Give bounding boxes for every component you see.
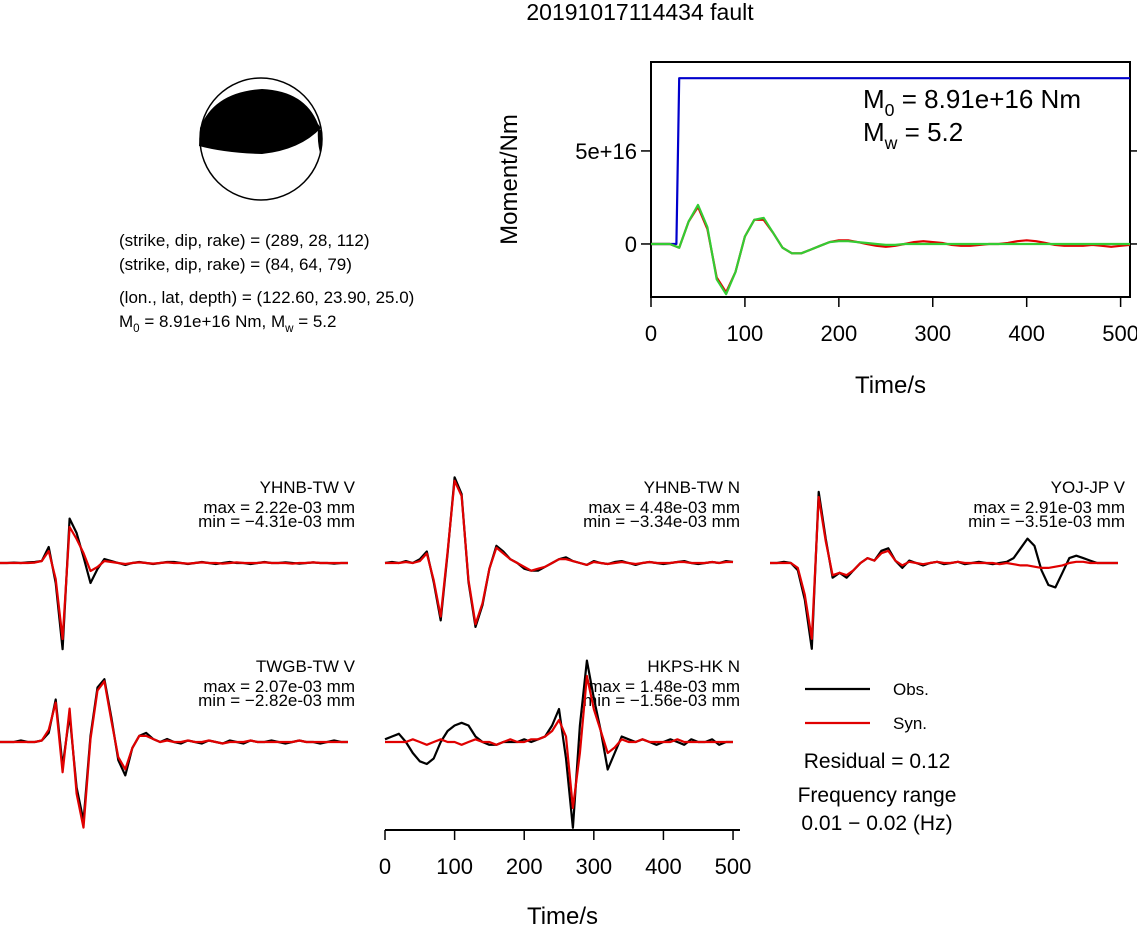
trace <box>385 674 733 810</box>
y-tick-label: 5e+16 <box>575 139 637 164</box>
station-label: HKPS-HK N <box>647 657 740 676</box>
moment-annotation-part: M <box>863 117 885 147</box>
amplitude-label: min = −2.82e-03 mm <box>198 691 355 710</box>
amplitude-label: max = 2.07e-03 mm <box>203 677 355 696</box>
mechanism-text-part: = 8.91e+16 Nm, M <box>140 312 286 331</box>
x-tick-label: 500 <box>715 854 752 879</box>
y-axis-label: Moment/Nm <box>496 114 523 245</box>
residual-text: Residual = 0.12 <box>804 750 951 773</box>
amplitude-label: min = −1.56e-03 mm <box>583 691 740 710</box>
trace <box>0 680 348 829</box>
beachball-compression <box>199 89 321 154</box>
mechanism-text: (lon., lat, depth) = (122.60, 23.90, 25.… <box>119 288 414 307</box>
frequency-range: 0.01 − 0.02 (Hz) <box>801 812 952 835</box>
x-tick-label: 300 <box>575 854 612 879</box>
moment-annotation-part: M <box>863 84 885 114</box>
amplitude-label: min = −3.51e-03 mm <box>968 512 1125 531</box>
mechanism-text-part: = 5.2 <box>293 312 336 331</box>
amplitude-label: max = 2.91e-03 mm <box>973 498 1125 517</box>
station-label: YHNB-TW V <box>260 478 356 497</box>
station-label: TWGB-TW V <box>256 657 356 676</box>
mechanism-text-subscript: 0 <box>133 323 139 335</box>
station-label: YHNB-TW N <box>644 478 740 497</box>
x-tick-label: 400 <box>645 854 682 879</box>
legend-label: Obs. <box>893 680 929 699</box>
mechanism-text-subscript: w <box>284 323 294 335</box>
moment-annotation-subscript: w <box>884 133 898 153</box>
frequency-label: Frequency range <box>798 784 957 807</box>
x-tick-label: 300 <box>914 321 951 346</box>
moment-annotation: M0 = 8.91e+16 Nm <box>863 84 1081 120</box>
mechanism-text: M0 = 8.91e+16 Nm, Mw = 5.2 <box>119 312 336 335</box>
moment-annotation-subscript: 0 <box>885 100 895 120</box>
beachball <box>199 77 323 201</box>
station-label: YOJ-JP V <box>1051 478 1126 497</box>
x-axis-label: Time/s <box>527 903 598 927</box>
moment-annotation-part: = 8.91e+16 Nm <box>895 84 1081 114</box>
x-tick-label: 500 <box>1102 321 1137 346</box>
moment-annotation: Mw = 5.2 <box>863 117 963 153</box>
legend-label: Syn. <box>893 714 927 733</box>
x-axis-label: Time/s <box>855 372 926 399</box>
figure-title: 20191017114434 fault <box>526 0 754 25</box>
y-tick-label: 0 <box>625 232 637 257</box>
x-tick-label: 400 <box>1008 321 1045 346</box>
mechanism-text: (strike, dip, rake) = (84, 64, 79) <box>119 255 352 274</box>
amplitude-label: max = 2.22e-03 mm <box>203 498 355 517</box>
x-tick-label: 200 <box>506 854 543 879</box>
x-tick-label: 100 <box>436 854 473 879</box>
x-tick-label: 0 <box>379 854 391 879</box>
mechanism-text-part: M <box>119 312 133 331</box>
x-tick-label: 200 <box>820 321 857 346</box>
amplitude-label: max = 4.48e-03 mm <box>588 498 740 517</box>
beachball-compression <box>317 128 323 153</box>
trace <box>0 525 348 641</box>
x-tick-label: 100 <box>727 321 764 346</box>
trace <box>770 495 1118 640</box>
moment-annotation-part: = 5.2 <box>897 117 963 147</box>
plot-frame <box>650 61 1131 298</box>
trace <box>385 479 733 626</box>
x-tick-label: 0 <box>645 321 657 346</box>
mechanism-text: (strike, dip, rake) = (289, 28, 112) <box>119 231 370 250</box>
amplitude-label: min = −4.31e-03 mm <box>198 512 355 531</box>
amplitude-label: max = 1.48e-03 mm <box>588 677 740 696</box>
amplitude-label: min = −3.34e-03 mm <box>583 512 740 531</box>
trace <box>651 203 1130 296</box>
